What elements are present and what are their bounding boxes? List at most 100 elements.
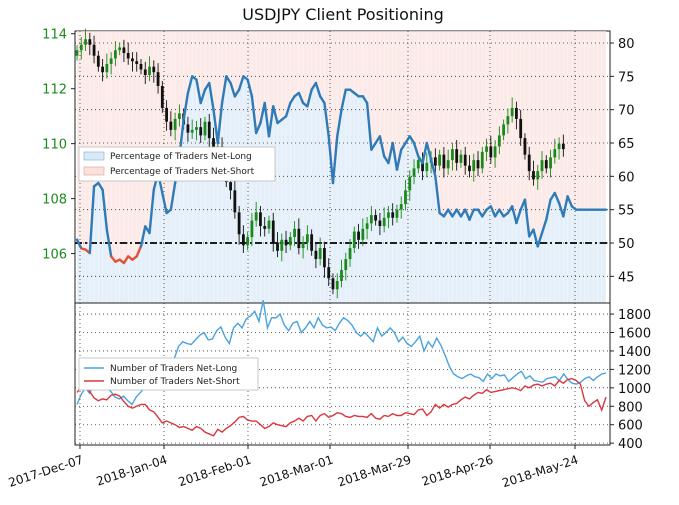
candle-body: [207, 121, 211, 139]
legend-label-net-long: Percentage of Traders Net-Long: [110, 152, 252, 162]
legend-label-net-short: Percentage of Traders Net-Short: [110, 167, 255, 177]
top-legend-box: [78, 146, 276, 182]
percent-long-segment: [212, 108, 219, 145]
percent-long-segment: [523, 198, 531, 238]
candle-body: [352, 231, 356, 249]
candle-body: [314, 250, 318, 260]
legend-swatch-net-long: [83, 151, 105, 161]
candle-body: [404, 190, 407, 205]
candle-body: [361, 228, 365, 240]
percent-long-segment: [267, 105, 275, 138]
candle-body: [442, 154, 446, 169]
percent-long-segment: [421, 141, 429, 165]
bottom-tick-label: 800: [618, 400, 643, 415]
percent-long-segment: [297, 91, 305, 105]
percent-long-segment: [139, 225, 147, 248]
candle-body: [335, 281, 339, 290]
date-tick-label: 2018-May-24: [500, 453, 580, 491]
candle-body: [387, 212, 390, 218]
candle-body: [323, 248, 326, 268]
candle-body: [506, 116, 510, 125]
percent-long-segment: [545, 198, 552, 221]
right-tick-label: 75: [618, 70, 635, 85]
candle-body: [92, 44, 96, 56]
percent-long-segment: [289, 95, 296, 105]
candle-body: [143, 69, 147, 75]
candle-body: [246, 237, 250, 246]
candle-body: [301, 242, 305, 249]
candle-body: [131, 58, 134, 62]
percent-long-segment: [101, 188, 109, 231]
candle-body: [297, 228, 301, 249]
left-tick-label: 108: [42, 193, 67, 208]
legend-swatch-net-short: [83, 166, 105, 176]
candle-body: [88, 39, 92, 45]
candle-body: [331, 278, 335, 290]
candle-body: [271, 220, 275, 243]
percent-long-segment: [434, 175, 441, 215]
percent-long-segment: [327, 135, 335, 185]
percent-long-segment: [562, 195, 569, 218]
percent-long-segment: [284, 101, 292, 118]
percent-long-segment: [318, 95, 326, 105]
candle-body: [357, 231, 360, 240]
right-tick-label: 60: [618, 170, 635, 185]
candle-body: [288, 237, 292, 246]
candle-body: [169, 121, 173, 130]
percent-long-segment: [365, 101, 373, 151]
candle-body: [75, 50, 79, 56]
candle-body: [318, 248, 322, 260]
candle-body: [497, 135, 501, 147]
candle-body: [237, 212, 241, 235]
date-tick-label: 2017-Dec-07: [7, 453, 85, 490]
bottom-tick-label: 1000: [618, 382, 651, 397]
percent-long-segment: [395, 148, 403, 171]
candle-body: [109, 58, 113, 64]
candle-body: [173, 118, 177, 130]
left-tick-label: 114: [42, 28, 67, 43]
candle-body: [549, 157, 552, 169]
candle-body: [293, 228, 296, 238]
percent-long-segment: [220, 75, 228, 105]
candle-body: [190, 129, 194, 133]
candle-body: [391, 212, 395, 218]
candle-body: [455, 149, 459, 163]
candle-body: [365, 223, 369, 229]
percent-long-segment: [532, 228, 539, 248]
percent-long-segment: [510, 205, 518, 225]
candle-body: [399, 204, 403, 210]
candle-body: [451, 149, 454, 161]
left-tick-label: 112: [42, 83, 67, 98]
percent-long-segment: [186, 75, 194, 95]
percent-long-segment: [370, 141, 377, 151]
date-tick-label: 2018-Mar-01: [258, 453, 335, 490]
percent-long-segment: [246, 78, 254, 98]
percent-long-segment: [237, 75, 245, 91]
percent-long-segment: [182, 91, 190, 121]
candle-body: [156, 72, 160, 86]
candle-body: [122, 47, 126, 53]
percent-long-segment: [169, 181, 177, 211]
top-legend: Percentage of Traders Net-Long Percentag…: [78, 146, 276, 182]
legend-label-count-long: Number of Traders Net-Long: [110, 364, 237, 374]
percent-long-segment: [208, 81, 215, 111]
candle-body: [472, 160, 476, 172]
candle-body: [212, 138, 215, 155]
candle-body: [553, 149, 557, 158]
candle-body: [305, 234, 309, 243]
percent-long-segment: [464, 208, 471, 221]
percent-long-segment: [105, 228, 113, 258]
candle-body: [374, 215, 378, 221]
candle-body: [118, 47, 122, 51]
percent-long-segment: [161, 191, 168, 215]
percent-long-segment: [387, 141, 394, 165]
candle-body: [540, 160, 544, 172]
percent-long-segment: [331, 135, 339, 185]
percent-long-segment: [148, 188, 155, 235]
candle-body: [241, 234, 245, 246]
candle-body: [165, 107, 168, 122]
percent-long-segment: [225, 75, 232, 85]
candle-body: [280, 239, 284, 251]
